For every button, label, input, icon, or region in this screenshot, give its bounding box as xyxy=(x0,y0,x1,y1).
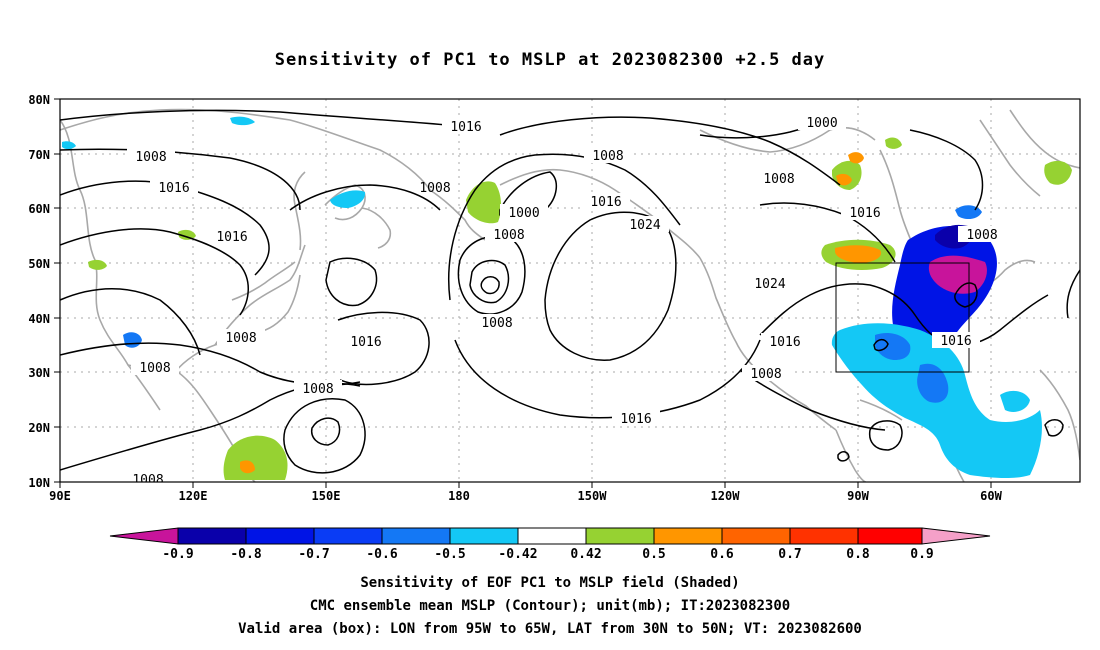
colorbar-label: 0.6 xyxy=(710,547,734,562)
contour-label: 1008 xyxy=(135,150,166,165)
colorbar-label: -0.9 xyxy=(162,547,193,562)
contour-label: 1016 xyxy=(940,334,971,349)
lon-label: 120W xyxy=(711,489,741,503)
caption-contour: CMC ensemble mean MSLP (Contour); unit(m… xyxy=(309,598,791,614)
contour-label: 1016 xyxy=(216,230,247,245)
contour-label: 1008 xyxy=(132,473,163,488)
colorbar-segment xyxy=(381,527,451,545)
colorbar-label: 0.8 xyxy=(846,547,870,562)
colorbar-segment xyxy=(585,527,655,545)
contour-label: 1008 xyxy=(481,316,512,331)
colorbar: -0.9 -0.8 -0.7 -0.6 -0.5 -0.42 0.42 0.5 … xyxy=(109,527,991,562)
lat-label: 20N xyxy=(28,421,50,435)
colorbar-label: -0.8 xyxy=(230,547,261,562)
lat-label: 70N xyxy=(28,148,50,162)
colorbar-right-arrow xyxy=(921,527,991,545)
colorbar-segment xyxy=(653,527,723,545)
colorbar-label: 0.9 xyxy=(910,547,933,562)
contour-label: 1016 xyxy=(590,195,621,210)
contour-label: 1008 xyxy=(763,172,794,187)
contour-label: 1016 xyxy=(450,120,481,135)
colorbar-label: -0.7 xyxy=(298,547,329,562)
lat-label: 30N xyxy=(28,366,50,380)
mslp-contours xyxy=(60,109,1080,474)
colorbar-label: -0.5 xyxy=(434,547,465,562)
longitude-labels: 90E 120E 150E 180 150W 120W 90W 60W xyxy=(49,489,1002,503)
colorbar-segment xyxy=(245,527,315,545)
contour-label: 1016 xyxy=(849,206,880,221)
colorbar-segment xyxy=(789,527,859,545)
valid-area-box xyxy=(835,262,970,373)
contour-label: 1008 xyxy=(225,331,256,346)
contour-label: 1008 xyxy=(419,181,450,196)
contour-label: 1016 xyxy=(769,335,800,350)
caption-valid-area: Valid area (box): LON from 95W to 65W, L… xyxy=(238,621,862,637)
lat-label: 40N xyxy=(28,312,50,326)
lon-label: 150W xyxy=(578,489,608,503)
contour-label: 1008 xyxy=(139,361,170,376)
lon-label: 90E xyxy=(49,489,71,503)
contour-label: 1000 xyxy=(508,206,539,221)
colorbar-left-arrow xyxy=(109,527,179,545)
tick-marks xyxy=(54,98,992,488)
colorbar-label: 0.7 xyxy=(778,547,801,562)
lat-label: 80N xyxy=(28,93,50,107)
colorbar-segment xyxy=(313,527,383,545)
lat-label: 60N xyxy=(28,202,50,216)
contour-label: 1008 xyxy=(592,149,623,164)
colorbar-segment xyxy=(449,527,519,545)
contour-label: 1024 xyxy=(629,218,660,233)
contour-label: 1008 xyxy=(966,228,997,243)
lon-label: 180 xyxy=(448,489,470,503)
latitude-labels: 80N 70N 60N 50N 40N 30N 20N 10N xyxy=(28,93,50,490)
colorbar-segment xyxy=(857,527,923,545)
lat-label: 10N xyxy=(28,476,50,490)
contour-label: 1008 xyxy=(493,228,524,243)
contour-label: 1008 xyxy=(302,382,333,397)
colorbar-segment xyxy=(721,527,791,545)
colorbar-segment xyxy=(517,527,587,545)
map-border xyxy=(59,98,1081,483)
lon-label: 120E xyxy=(179,489,208,503)
colorbar-label: -0.42 xyxy=(498,547,537,562)
contour-label: 1016 xyxy=(350,335,381,350)
colorbar-label: 0.42 xyxy=(570,547,601,562)
contour-label: 1000 xyxy=(806,116,837,131)
lon-label: 90W xyxy=(847,489,869,503)
contour-label: 1024 xyxy=(754,277,785,292)
contour-label: 1008 xyxy=(750,367,781,382)
colorbar-segment xyxy=(177,527,247,545)
contour-label: 1016 xyxy=(620,412,651,427)
lon-label: 150E xyxy=(312,489,341,503)
colorbar-label: 0.5 xyxy=(642,547,665,562)
lon-label: 60W xyxy=(980,489,1002,503)
contour-labels: 1016 1008 1016 1016 1000 1008 1008 1008 … xyxy=(124,114,1006,488)
colorbar-label: -0.6 xyxy=(366,547,397,562)
map-title: Sensitivity of PC1 to MSLP at 2023082300… xyxy=(274,50,826,70)
lat-label: 50N xyxy=(28,257,50,271)
caption-shaded: Sensitivity of EOF PC1 to MSLP field (Sh… xyxy=(360,575,740,591)
contour-label: 1016 xyxy=(158,181,189,196)
